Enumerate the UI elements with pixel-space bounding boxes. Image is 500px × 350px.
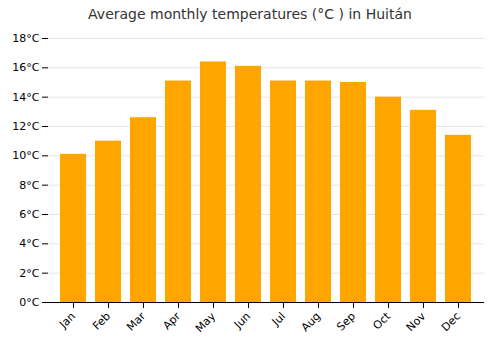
svg-text:16°C: 16°C [12,61,39,74]
svg-text:18°C: 18°C [12,32,39,45]
html-text:Average monthly temperatures (: Average monthly temperatures (°C ) in Hu… [88,6,412,22]
svg-text:Aug: Aug [299,310,323,334]
svg-text:10°C: 10°C [12,149,39,162]
svg-text:May: May [193,309,219,335]
svg-text:4°C: 4°C [19,237,39,250]
svg-text:Mar: Mar [124,309,148,333]
svg-text:Jun: Jun [231,310,253,332]
svg-text:Jul: Jul [269,310,288,329]
svg-text:8°C: 8°C [19,179,39,192]
svg-text:Dec: Dec [439,310,463,334]
svg-text:0°C: 0°C [19,296,39,309]
svg-text:12°C: 12°C [12,120,39,133]
svg-text:2°C: 2°C [19,267,39,280]
svg-text:Apr: Apr [160,309,183,332]
svg-text:Oct: Oct [370,309,393,332]
svg-text:Jan: Jan [56,310,78,332]
svg-text:14°C: 14°C [12,91,39,104]
svg-text:Feb: Feb [90,310,113,333]
svg-text:6°C: 6°C [19,208,39,221]
svg-text:Sep: Sep [334,310,358,334]
svg-text:Nov: Nov [404,309,429,334]
